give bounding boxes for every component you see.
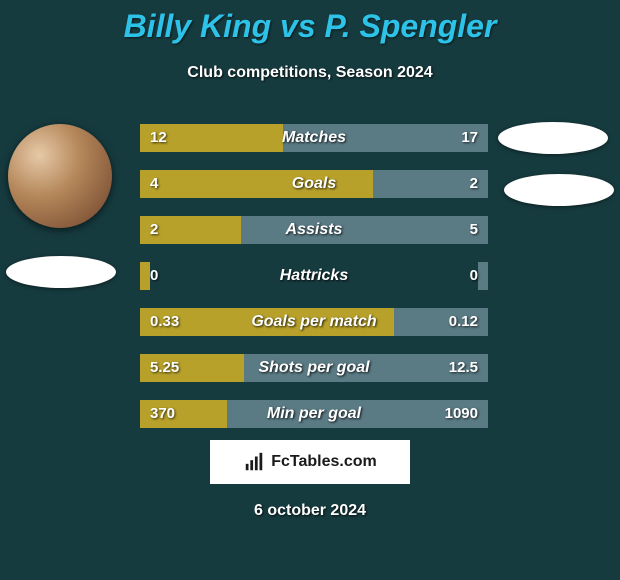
stat-value-left: 2 bbox=[140, 216, 168, 244]
stat-value-right: 12.5 bbox=[439, 354, 488, 382]
stat-value-left: 4 bbox=[140, 170, 168, 198]
stat-row: Hattricks0 0 bbox=[140, 262, 488, 290]
stat-label: Assists bbox=[140, 216, 488, 244]
stat-value-left: 12 bbox=[140, 124, 177, 152]
stat-value-right: 17 bbox=[451, 124, 488, 152]
stat-value-right: 5 bbox=[460, 216, 488, 244]
flag-player-right-1 bbox=[498, 122, 608, 154]
flag-player-right-2 bbox=[504, 174, 614, 206]
avatar-player-left bbox=[8, 124, 112, 228]
stat-row: Min per goal3701090 bbox=[140, 400, 488, 428]
bars-icon bbox=[243, 451, 265, 473]
stat-row: Goals per match0.33 0.12 bbox=[140, 308, 488, 336]
stat-value-left: 5.25 bbox=[140, 354, 189, 382]
watermark-text: FcTables.com bbox=[271, 453, 377, 471]
stat-bars: Matches1217Goals42Assists25Hattricks00Go… bbox=[140, 124, 488, 446]
date-caption: 6 october 2024 bbox=[0, 502, 620, 520]
stat-row: Assists2 5 bbox=[140, 216, 488, 244]
page-title: Billy King vs P. Spengler bbox=[0, 8, 620, 45]
stat-value-left: 0.33 bbox=[140, 308, 189, 336]
stat-label: Hattricks bbox=[140, 262, 488, 290]
stat-label: Goals per match bbox=[140, 308, 488, 336]
stat-label: Goals bbox=[140, 170, 488, 198]
stat-value-left: 370 bbox=[140, 400, 185, 428]
watermark-badge: FcTables.com bbox=[210, 440, 410, 484]
subtitle: Club competitions, Season 2024 bbox=[0, 64, 620, 82]
stat-value-right: 2 bbox=[460, 170, 488, 198]
comparison-infographic: Billy King vs P. Spengler Club competiti… bbox=[0, 0, 620, 580]
stat-value-left: 0 bbox=[140, 262, 168, 290]
stat-row: Goals4 2 bbox=[140, 170, 488, 198]
stat-value-right: 1090 bbox=[435, 400, 488, 428]
stat-row: Shots per goal5.25 12.5 bbox=[140, 354, 488, 382]
flag-player-left bbox=[6, 256, 116, 288]
stat-label: Matches bbox=[140, 124, 488, 152]
stat-label: Shots per goal bbox=[140, 354, 488, 382]
stat-value-right: 0 bbox=[460, 262, 488, 290]
stat-row: Matches12 17 bbox=[140, 124, 488, 152]
stat-value-right: 0.12 bbox=[439, 308, 488, 336]
